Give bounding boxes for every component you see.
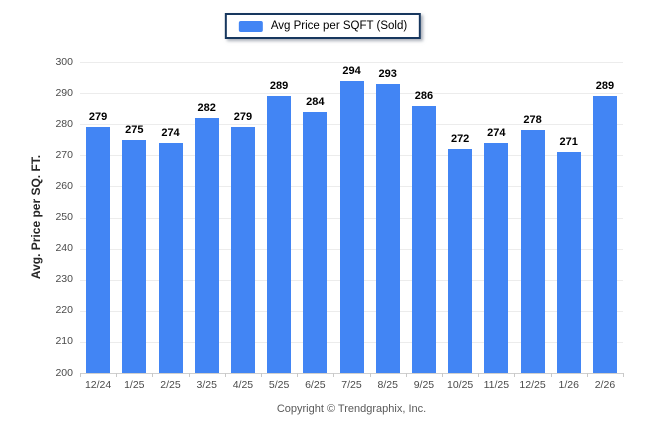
x-tick-label: 9/25: [413, 379, 435, 391]
bar: [520, 130, 545, 373]
bar-cell: 293: [370, 62, 406, 373]
x-tick-label: 6/25: [305, 379, 326, 391]
bar: [556, 152, 581, 373]
y-tick-label: 260: [55, 179, 73, 192]
x-axis-tick: [261, 373, 262, 377]
x-axis-tick: [333, 373, 335, 377]
bar-cell: 284: [297, 62, 333, 373]
x-axis-tick: [297, 373, 299, 377]
bar-cell: 274: [478, 62, 514, 373]
y-tick-label: 290: [55, 86, 73, 99]
bar-value-label: 286: [414, 90, 434, 102]
bar: [86, 127, 111, 373]
x-tick-label: 7/25: [341, 379, 362, 391]
x-tick-label: 10/25: [446, 379, 474, 391]
bar-value-label: 282: [197, 102, 216, 114]
bar: [411, 106, 436, 373]
gridline: [80, 62, 623, 63]
y-tick-label: 240: [55, 242, 73, 255]
bar: [303, 112, 328, 373]
x-axis-tick: [550, 373, 552, 377]
plot-area: 279 275 274 282 279 289 284 294 293 286 272 274 278 2…: [80, 62, 623, 374]
bar-value-label: 289: [595, 80, 615, 92]
x-tick-label: 4/25: [232, 379, 254, 391]
y-tick-label: 280: [55, 117, 73, 130]
y-tick-label: 200: [55, 366, 73, 379]
x-tick-label: 8/25: [377, 379, 398, 391]
x-tick-label: 1/25: [124, 379, 145, 391]
bar-value-label: 284: [306, 96, 325, 108]
x-axis-tick: [80, 373, 81, 377]
y-tick-label: 230: [55, 273, 73, 286]
bar-cell: 272: [442, 62, 478, 373]
x-axis-ticks: [80, 373, 624, 378]
bar: [339, 81, 364, 373]
bar-value-label: 274: [161, 127, 180, 139]
bar-cell: 275: [116, 62, 152, 373]
y-tick-label: 220: [55, 304, 73, 317]
x-axis-tick: [442, 373, 443, 377]
x-axis-tick: [586, 373, 588, 377]
x-axis-tick: [405, 373, 407, 377]
x-axis-tick: [514, 373, 516, 377]
x-axis-tick: [224, 373, 226, 377]
x-tick-label: 2/25: [160, 379, 181, 391]
x-axis-tick: [369, 373, 371, 377]
x-tick-label: 1/26: [558, 379, 579, 391]
bar: [158, 143, 183, 373]
x-axis-tick: [188, 373, 190, 377]
bar-cell: 271: [551, 62, 587, 373]
x-tick-label: 11/25: [483, 379, 510, 391]
legend-swatch-icon: [238, 20, 263, 32]
bar-cell: 279: [80, 62, 116, 373]
bar-value-label: 293: [378, 68, 397, 80]
bar-cell: 286: [406, 62, 442, 373]
bar: [230, 127, 255, 373]
bar-cell: 289: [261, 62, 297, 373]
bar-value-label: 274: [487, 127, 506, 139]
x-tick-label: 12/25: [519, 379, 546, 391]
bar-value-label: 279: [88, 111, 108, 123]
bar-value-label: 271: [559, 136, 578, 148]
bar-value-label: 294: [342, 65, 361, 77]
bar: [122, 140, 147, 373]
bar-value-label: 279: [233, 111, 253, 123]
bar-value-label: 275: [125, 124, 144, 136]
x-tick-label: 2/26: [594, 379, 616, 391]
bar: [267, 96, 292, 373]
x-tick-label: 5/25: [268, 379, 290, 391]
chart-legend: Avg Price per SQFT (Sold): [224, 13, 422, 39]
bar-value-label: 278: [523, 114, 542, 126]
bar: [484, 143, 509, 373]
bar-cell: 279: [225, 62, 261, 373]
bar: [448, 149, 473, 373]
bar-value-label: 289: [269, 80, 289, 92]
y-tick-label: 300: [55, 55, 73, 68]
bar-value-label: 272: [450, 133, 470, 145]
x-tick-label: 3/25: [196, 379, 217, 391]
x-axis-tick: [152, 373, 154, 377]
gridline: [80, 373, 623, 374]
y-tick-label: 250: [55, 211, 73, 223]
bar-cell: 274: [152, 62, 188, 373]
copyright-text: Copyright © Trendgraphix, Inc.: [276, 403, 427, 415]
bar: [375, 84, 400, 373]
bar: [194, 118, 219, 373]
bar: [592, 96, 617, 373]
legend-label: Avg Price per SQFT (Sold): [270, 20, 408, 32]
bar-cell: 289: [587, 62, 623, 373]
bars-row: 279 275 274 282 279 289 284 294 293 286 272 274 278 2…: [80, 62, 623, 373]
bar-cell: 278: [514, 62, 550, 373]
x-axis-tick: [116, 373, 118, 377]
x-axis-labels: 12/24 1/25 2/25 3/25 4/25 5/25 6/25 7/25 8/25 9/2…: [80, 379, 623, 391]
y-tick-label: 270: [55, 148, 73, 161]
y-tick-label: 210: [55, 335, 73, 348]
x-axis-tick: [478, 373, 480, 377]
bar-cell: 282: [189, 62, 225, 373]
x-tick-label: 12/24: [84, 379, 112, 391]
x-axis-tick: [623, 373, 624, 377]
bar-cell: 294: [333, 62, 369, 373]
